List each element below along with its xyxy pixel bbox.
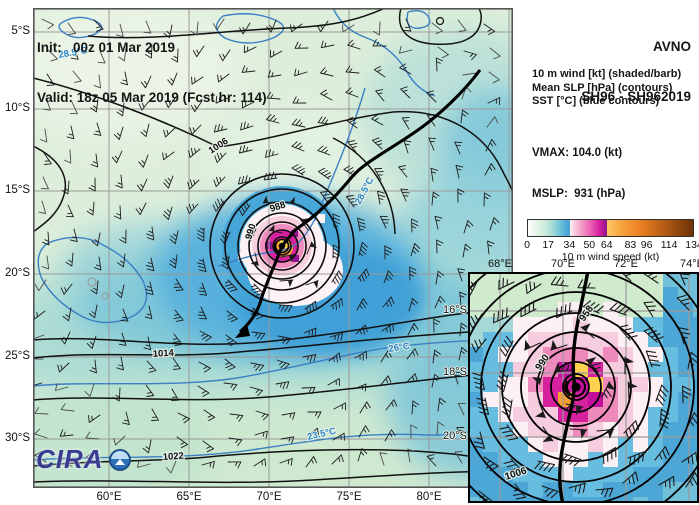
colorbar-tick: 96 (640, 239, 653, 251)
inset-y-tick-16s: 16°S (443, 304, 467, 316)
inset-border (468, 272, 699, 503)
y-tick-15s: 15°S (4, 184, 30, 196)
y-tick-20s: 20°S (4, 267, 30, 279)
x-tick-80e: 80°E (416, 491, 442, 503)
colorbar-tick: 17 (542, 239, 555, 251)
storm-vitals: VMAX: 104.0 (kt) MSLP: 931 (hPa) (532, 120, 625, 228)
storm-id: SH96 - SH962019 (581, 88, 691, 104)
field-legend: 10 m wind [kt] (shaded/barb) Mean SLP [h… (532, 68, 681, 109)
run-info: Init: 00z 01 Mar 2019 Valid: 18z 05 Mar … (37, 7, 267, 139)
colorbar-tick: 0 (524, 239, 530, 251)
valid-time: Valid: 18z 05 Mar 2019 (Fcst hr: 114) (37, 89, 267, 105)
inset-y-tick-20s: 20°S (443, 430, 467, 442)
y-tick-30s: 30°S (4, 432, 30, 444)
model-name: AVNO (652, 39, 691, 54)
colorbar-tick: 34 (563, 239, 576, 251)
colorbar-tick: 114 (660, 239, 678, 251)
legend-wind: 10 m wind [kt] (shaded/barb) (532, 68, 682, 80)
colorbar-tick: 50 (583, 239, 596, 251)
y-tick-5s: 5°S (11, 25, 30, 37)
init-time: Init: 00z 01 Mar 2019 (37, 40, 176, 55)
slp-label-1022: 1022 (162, 451, 184, 463)
slp-label-1014: 1014 (152, 347, 175, 359)
colorbar-tick: 83 (624, 239, 637, 251)
legend-sst: SST [°C] (blue contours) (532, 95, 660, 107)
colorbar-tick: 64 (600, 239, 613, 251)
main-map-border (33, 8, 513, 488)
mslp-value: MSLP: 931 (hPa) (532, 187, 626, 200)
cira-logo: CIRA (36, 444, 131, 475)
cira-logo-text: CIRA (36, 444, 104, 474)
x-tick-70e: 70°E (256, 491, 282, 503)
inset-map-art (468, 272, 699, 503)
legend-slp: Mean SLP [hPa] (contours) (532, 81, 673, 94)
colorbar-caption: 10 m wind speed (kt) (561, 251, 660, 263)
x-tick-75e: 75°E (336, 491, 362, 503)
inset-x-tick-72e: 72°E (614, 258, 638, 270)
colorbar-tick: 134 (685, 239, 699, 251)
inset-x-tick-68e: 68°E (488, 258, 512, 270)
inset-x-tick-74e: 74°E (680, 258, 699, 270)
model-info: AVNO SH96 - SH962019 (581, 6, 691, 138)
y-tick-10s: 10°S (4, 102, 30, 114)
inset-map: 958 990 1006 (468, 272, 699, 503)
sst-label-26c: 26°C (388, 341, 411, 355)
x-tick-65e: 65°E (176, 491, 202, 503)
inset-y-tick-18s: 18°S (443, 366, 467, 378)
vmax-value: VMAX: 104.0 (kt) (532, 147, 623, 159)
x-tick-60e: 60°E (96, 491, 122, 503)
cira-globe-icon (108, 448, 131, 471)
inset-x-tick-70e: 70°E (551, 258, 575, 270)
y-tick-25s: 25°S (4, 350, 30, 362)
wind-speed-colorbar (527, 219, 694, 237)
